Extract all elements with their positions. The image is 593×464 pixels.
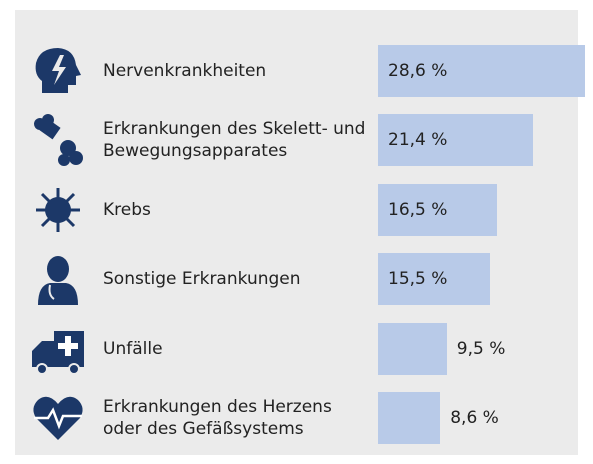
- category-label: Nervenkrankheiten: [103, 61, 267, 81]
- row: Nervenkrankheiten 28,6 %: [0, 45, 593, 97]
- value-label: 15,5 %: [388, 269, 448, 290]
- icon: [28, 114, 88, 167]
- category-label: Sonstige Erkrankungen: [103, 269, 301, 290]
- category-label: Erkrankungen des Skelett- und Bewegungsa…: [103, 119, 366, 162]
- bar: [378, 183, 498, 236]
- value-label: 8,6 %: [450, 408, 499, 428]
- icon: [28, 184, 88, 236]
- category-label: Krebs: [103, 199, 151, 220]
- category-label: Erkrankungen des Herzens oder des Gefäßs…: [103, 397, 332, 439]
- row: Unfälle 9,5 %: [0, 322, 593, 375]
- value-label: 21,4 %: [388, 130, 448, 151]
- row: Erkrankungen des Herzens oder des Gefäßs…: [0, 392, 593, 444]
- bar: [378, 322, 447, 375]
- icon: [28, 45, 88, 97]
- value-label: 28,6 %: [388, 61, 448, 81]
- row: Krebs 16,5 %: [0, 183, 593, 236]
- icon: [28, 323, 88, 375]
- value-label: 9,5 %: [456, 338, 506, 359]
- category-label: Unfälle: [103, 338, 163, 359]
- bar: [378, 45, 585, 97]
- row: Erkrankungen des Skelett- und Bewegungsa…: [0, 114, 593, 167]
- bar: [378, 392, 441, 444]
- bar: [378, 114, 533, 167]
- icon: [28, 392, 88, 444]
- icon: [28, 253, 88, 306]
- value-label: 16,5 %: [388, 199, 448, 220]
- bar: [378, 253, 491, 306]
- row: Sonstige Erkrankungen 15,5 %: [0, 253, 593, 306]
